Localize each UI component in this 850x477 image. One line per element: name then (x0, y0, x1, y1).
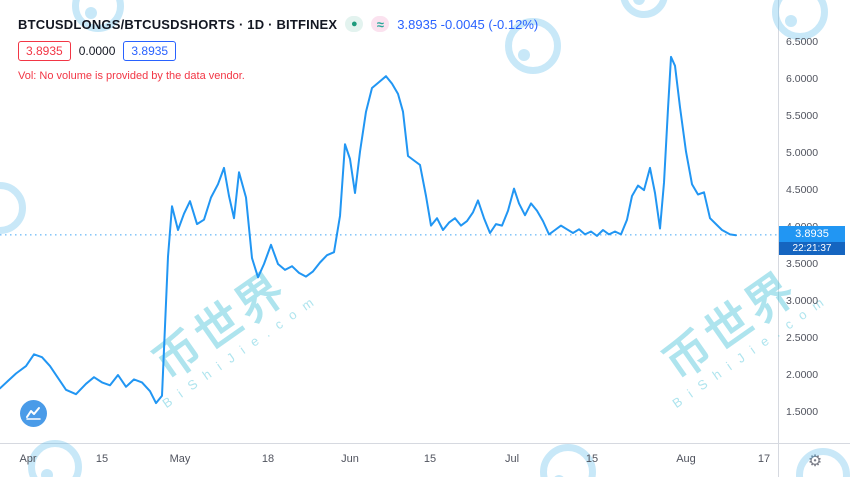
x-axis-label: Jun (341, 453, 359, 465)
y-axis-label: 3.0000 (786, 295, 819, 307)
series-line (0, 55, 737, 405)
x-axis-label: Apr (19, 453, 37, 465)
current-price-tag: 3.8935 22:21:37 (779, 226, 845, 255)
value-box-open: 3.8935 (18, 41, 71, 61)
x-axis-label: 15 (95, 453, 109, 465)
y-axis-label: 2.0000 (786, 369, 819, 381)
price-line-chart (0, 55, 778, 405)
bar-countdown-label: 22:21:37 (779, 242, 845, 255)
value-change: 0.0000 (78, 44, 116, 58)
y-axis-label: 4.5000 (786, 184, 819, 196)
value-box-close: 3.8935 (123, 41, 177, 61)
y-axis-label: 1.5000 (786, 406, 819, 418)
provider-logo[interactable] (20, 400, 47, 427)
axis-settings-gear-icon[interactable]: ⚙ (807, 453, 823, 470)
price-axis[interactable]: 6.50006.00005.50005.00004.50004.00003.50… (778, 0, 850, 443)
x-axis-label: 17 (757, 453, 771, 465)
current-price-label: 3.8935 (779, 226, 845, 242)
x-axis-label: Aug (676, 453, 696, 465)
x-axis-label: 15 (423, 453, 437, 465)
time-axis[interactable]: Apr 15 May 18 Jun 15 Jul 15 Aug 17 (0, 443, 778, 477)
market-status-icon[interactable]: ● (345, 16, 364, 32)
y-axis-label: 3.5000 (786, 258, 819, 270)
mountain-chart-icon (26, 407, 41, 420)
axis-corner: ⚙ (778, 443, 850, 477)
chart-plot-area[interactable] (0, 0, 778, 443)
y-axis-label: 6.5000 (786, 36, 819, 48)
x-axis-label: 15 (585, 453, 599, 465)
x-axis-label: 18 (261, 453, 275, 465)
y-axis-label: 2.5000 (786, 332, 819, 344)
last-price-change: 3.8935 -0.0045 (-0.12%) (397, 16, 539, 32)
chart-legend: BTCUSDLONGS/BTCUSDSHORTS · 1D · BITFINEX… (18, 16, 538, 82)
y-axis-label: 5.0000 (786, 147, 819, 159)
x-axis-label: Jul (504, 453, 520, 465)
y-axis-label: 6.0000 (786, 73, 819, 85)
symbol-title[interactable]: BTCUSDLONGS/BTCUSDSHORTS · 1D · BITFINEX (18, 16, 338, 32)
approx-data-icon[interactable]: ≈ (371, 16, 390, 32)
x-axis-label: May (169, 453, 191, 465)
volume-warning: Vol: No volume is provided by the data v… (18, 70, 245, 82)
y-axis-label: 5.5000 (786, 110, 819, 122)
